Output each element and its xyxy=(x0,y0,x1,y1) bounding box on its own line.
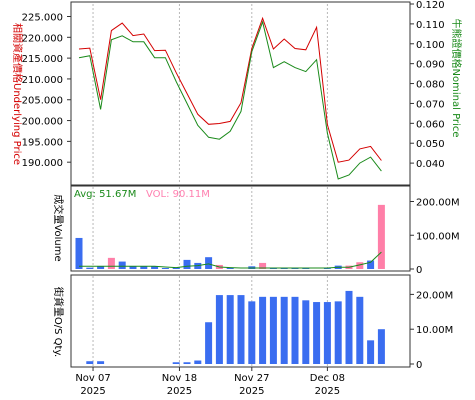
right-tick-label: 0.070 xyxy=(416,99,445,110)
os-qty-bar xyxy=(323,302,331,364)
left-axis-title: 相關資產價格Underlying Price xyxy=(11,23,24,165)
volume-bar xyxy=(97,266,105,269)
left-tick-label: 225.000 xyxy=(22,12,63,23)
os-qty-bar xyxy=(313,302,321,364)
volume-bar xyxy=(183,259,191,269)
volume-bars xyxy=(75,204,385,269)
volume-bar xyxy=(172,267,180,269)
volume-tick-label: 0 xyxy=(416,265,422,276)
right-tick-label: 0.090 xyxy=(416,60,445,71)
x-year-label: 2025 xyxy=(315,386,340,397)
volume-bar xyxy=(356,262,364,269)
volume-bar xyxy=(140,266,148,269)
os-qty-bar xyxy=(237,295,245,364)
left-tick-label: 220.000 xyxy=(22,33,63,44)
volume-bar xyxy=(151,266,159,269)
left-tick-label: 195.000 xyxy=(22,137,63,148)
os-qty-bar xyxy=(356,296,364,364)
avg-legend: Avg: 51.67M xyxy=(74,189,136,200)
os-qty-bar xyxy=(302,300,310,364)
vol-legend: VOL: 90.11M xyxy=(146,189,210,200)
nominal-line xyxy=(78,20,382,180)
x-year-label: 2025 xyxy=(80,386,105,397)
os-qty-bar xyxy=(215,295,223,364)
x-date-label: Dec 08 xyxy=(310,373,345,384)
os-qty-bar xyxy=(377,329,385,364)
os-qty-bar xyxy=(367,340,375,364)
volume-bar xyxy=(118,261,126,269)
os-qty-bar xyxy=(248,301,256,364)
os-qty-bar xyxy=(345,290,353,364)
os-qty-bar xyxy=(226,295,234,364)
volume-tick-label: 100.00M xyxy=(416,231,460,242)
right-tick-label: 0.080 xyxy=(416,80,445,91)
os-qty-bar xyxy=(172,362,180,364)
right-tick-label: 0.060 xyxy=(416,119,445,130)
x-date-label: Nov 27 xyxy=(234,373,269,384)
volume-bar xyxy=(107,257,115,269)
underlying-line xyxy=(78,16,382,163)
os-qty-bar xyxy=(334,301,342,364)
volume-bar xyxy=(161,267,169,269)
os-qty-bar xyxy=(291,296,299,364)
volume-axis-title: 成交量Volume xyxy=(52,194,65,261)
left-tick-label: 205.000 xyxy=(22,96,63,107)
os-qty-bars xyxy=(86,290,385,364)
volume-bar xyxy=(86,267,94,269)
x-year-label: 2025 xyxy=(239,386,264,397)
os-qty-tick-label: 0 xyxy=(416,360,422,371)
os-qty-bar xyxy=(86,361,94,364)
left-tick-label: 190.000 xyxy=(22,158,63,169)
volume-bar xyxy=(269,268,277,269)
os-qty-axis-title: 街貨量O/S Qty. xyxy=(52,287,65,357)
right-tick-label: 0.120 xyxy=(416,0,445,11)
left-tick-label: 200.000 xyxy=(22,117,63,128)
right-axis-title: 牛熊證價格Nominal Price xyxy=(450,19,463,138)
volume-panel-frame xyxy=(70,185,411,272)
volume-bar xyxy=(205,257,213,269)
os-qty-bar xyxy=(194,360,202,364)
x-year-label: 2025 xyxy=(167,386,192,397)
left-tick-label: 210.000 xyxy=(22,75,63,86)
volume-bar xyxy=(291,268,299,269)
x-date-label: Nov 07 xyxy=(75,373,110,384)
right-tick-label: 0.040 xyxy=(416,159,445,170)
os-qty-bar xyxy=(269,296,277,364)
volume-average-line xyxy=(79,251,382,269)
left-tick-label: 215.000 xyxy=(22,54,63,65)
volume-bar xyxy=(75,237,83,269)
os-qty-bar xyxy=(97,361,105,364)
x-date-label: Nov 18 xyxy=(162,373,197,384)
axis-ticks: 190.000 195.000 200.000 205.000 210.000 215.0… xyxy=(22,0,460,397)
volume-bar xyxy=(259,262,267,269)
os-qty-bar xyxy=(259,296,267,364)
volume-bar xyxy=(367,260,375,269)
price-lines xyxy=(78,16,382,180)
os-qty-panel-frame xyxy=(70,274,411,368)
os-qty-bar xyxy=(280,296,288,364)
os-qty-tick-label: 20.00M xyxy=(416,290,453,301)
right-tick-label: 0.100 xyxy=(416,40,445,51)
os-qty-bar xyxy=(205,322,213,364)
volume-bar xyxy=(377,204,385,269)
right-tick-label: 0.050 xyxy=(416,139,445,150)
os-qty-tick-label: 10.00M xyxy=(416,325,453,336)
volume-bar xyxy=(226,267,234,269)
volume-bar xyxy=(129,266,137,269)
volume-bar xyxy=(323,268,331,269)
os-qty-bar xyxy=(183,362,191,364)
right-tick-label: 0.110 xyxy=(416,20,445,31)
price-panel-frame xyxy=(70,1,411,186)
volume-bar xyxy=(302,268,310,269)
volume-tick-label: 200.00M xyxy=(416,198,460,209)
